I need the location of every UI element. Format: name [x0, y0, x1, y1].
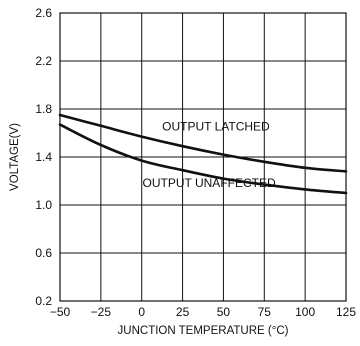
x-tick-label: 75 [258, 305, 272, 319]
annotation-output-latched: OUTPUT LATCHED [162, 119, 270, 133]
x-tick-label: 50 [217, 305, 231, 319]
y-tick-label: 2.2 [35, 54, 52, 68]
y-tick-labels: 0.2 0.6 1.0 1.4 1.8 2.2 2.6 [35, 6, 52, 308]
y-tick-label: 1.0 [35, 198, 52, 212]
x-tick-label: 100 [295, 305, 315, 319]
x-tick-labels: −50 −25 0 25 50 75 100 125 [50, 305, 357, 319]
x-tick-label: 0 [138, 305, 145, 319]
y-tick-label: 1.4 [35, 150, 52, 164]
y-axis-label: VOLTAGE(V) [9, 123, 21, 191]
y-tick-label: 0.2 [35, 294, 52, 308]
y-tick-label: 1.8 [35, 102, 52, 116]
annotation-output-unaffected: OUTPUT UNAFFECTED [143, 176, 276, 190]
x-tick-label: 25 [176, 305, 190, 319]
plot-frame [59, 12, 347, 302]
x-tick-label: −50 [50, 305, 71, 319]
x-tick-label: −25 [91, 305, 112, 319]
y-tick-label: 0.6 [35, 246, 52, 260]
curves [58, 113, 348, 195]
annotations: OUTPUT LATCHED OUTPUT UNAFFECTED [143, 119, 276, 189]
output-latched-curve [58, 113, 348, 173]
grid [59, 12, 347, 302]
x-tick-label: 125 [336, 305, 356, 319]
output-unaffected-curve [58, 123, 348, 195]
y-tick-label: 2.6 [35, 6, 52, 20]
x-axis-label: JUNCTION TEMPERATURE (°C) [118, 325, 289, 337]
